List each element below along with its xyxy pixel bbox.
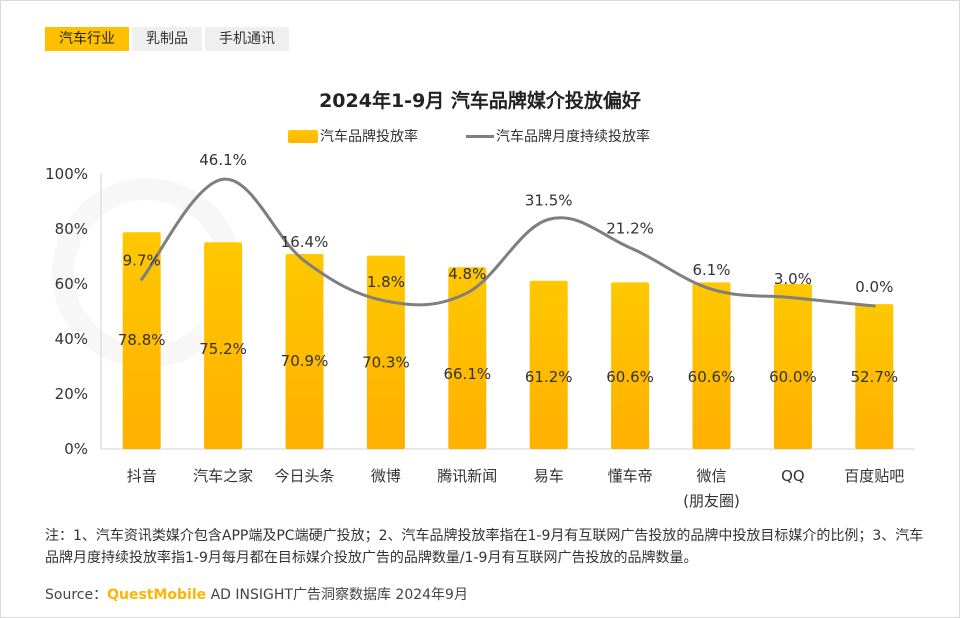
x-tick-label: 微博: [371, 467, 401, 485]
bar-data-label: 52.7%: [850, 368, 898, 386]
legend-bar-label: 汽车品牌投放率: [320, 129, 418, 145]
source-prefix: Source：: [45, 587, 108, 603]
bar: [529, 280, 568, 449]
bar: [855, 304, 894, 449]
line-data-label: 21.2%: [606, 220, 654, 238]
line-data-label: 4.8%: [448, 265, 486, 283]
legend-bar-series: 汽车品牌投放率: [288, 126, 418, 146]
x-tick-label: QQ: [781, 467, 805, 485]
y-tick-label: 40%: [55, 330, 88, 348]
line-data-label: 3.0%: [774, 270, 812, 288]
line-data-label: 1.8%: [367, 273, 405, 291]
x-tick-label: 汽车之家: [193, 467, 253, 485]
x-tick-label: 懂车帝: [608, 467, 653, 485]
x-tick-label: 微信: [696, 467, 726, 485]
bar: [611, 282, 650, 449]
bar: [204, 242, 243, 449]
bar-data-label: 60.6%: [606, 368, 654, 386]
bar: [773, 284, 812, 449]
bar: [122, 232, 161, 449]
legend-line-series: 汽车品牌月度持续投放率: [466, 126, 650, 146]
bar-data-label: 60.0%: [769, 368, 817, 386]
bar-data-label: 66.1%: [443, 365, 491, 383]
line-data-label: 9.7%: [123, 251, 161, 269]
y-tick-label: 0%: [64, 440, 88, 458]
bar-data-label: 60.6%: [688, 368, 736, 386]
line-data-label: 46.1%: [199, 151, 247, 169]
bar-data-label: 75.2%: [199, 340, 247, 358]
legend-line-label: 汽车品牌月度持续投放率: [496, 129, 650, 145]
bar-data-label: 70.9%: [281, 352, 329, 370]
source-brand: QuestMobile: [107, 587, 207, 603]
y-tick-label: 100%: [45, 165, 88, 183]
bar: [285, 254, 324, 449]
legend-bar-swatch: [288, 129, 318, 143]
line-data-label: 6.1%: [692, 261, 730, 279]
legend-line-swatch: [466, 134, 494, 138]
y-tick-label: 80%: [55, 220, 88, 238]
y-tick-label: 20%: [55, 385, 88, 403]
bar: [448, 267, 487, 449]
line-data-label: 31.5%: [525, 191, 573, 209]
chart-title: 2024年1-9月 汽车品牌媒介投放偏好: [319, 90, 641, 112]
source-text: AD INSIGHT广告洞察数据库 2024年9月: [206, 587, 468, 603]
tab-dairy[interactable]: 乳制品: [132, 27, 202, 51]
x-tick-label: 今日头条: [274, 467, 334, 485]
x-tick-label: 抖音: [127, 467, 157, 485]
tab-mobile[interactable]: 手机通讯: [205, 27, 289, 51]
x-tick-label: 易车: [534, 467, 564, 485]
x-tick-label: (朋友圈): [683, 492, 740, 510]
x-tick-label: 腾讯新闻: [437, 467, 497, 485]
bar-data-label: 61.2%: [525, 368, 573, 386]
x-tick-label: 百度贴吧: [844, 467, 904, 485]
bar: [692, 282, 731, 449]
bar-data-label: 70.3%: [362, 354, 410, 372]
tab-auto[interactable]: 汽车行业: [45, 27, 129, 51]
footnote: 注：1、汽车资讯类媒介包含APP端及PC端硬广投放；2、汽车品牌投放率指在1-9…: [45, 528, 924, 566]
source-line: Source：QuestMobile AD INSIGHT广告洞察数据库 202…: [45, 584, 468, 604]
line-data-label: 0.0%: [855, 278, 893, 296]
y-tick-label: 60%: [55, 275, 88, 293]
category-tabs: 汽车行业 乳制品 手机通讯: [45, 27, 289, 51]
bar-data-label: 78.8%: [118, 331, 166, 349]
series-line: [140, 177, 876, 308]
line-data-label: 16.4%: [281, 233, 329, 251]
